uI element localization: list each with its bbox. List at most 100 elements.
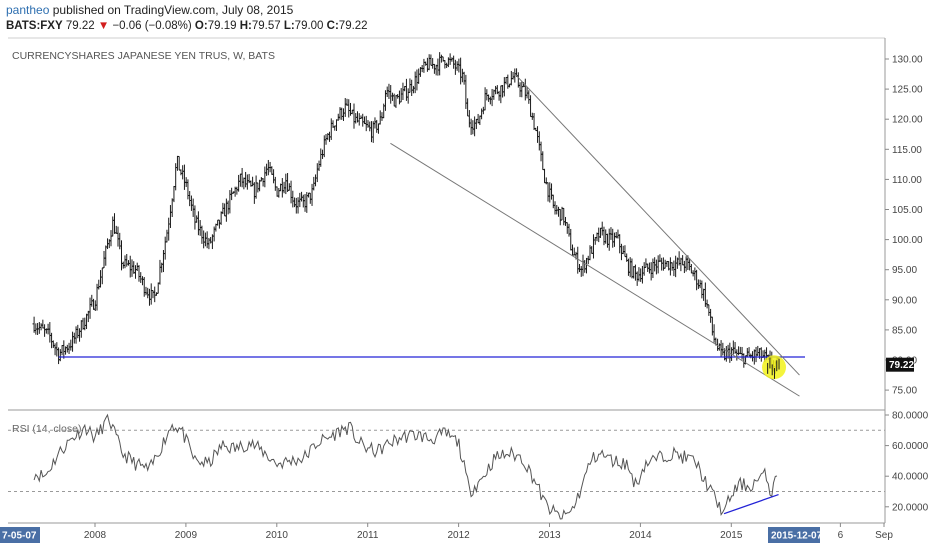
ohlc-bar — [177, 155, 181, 171]
ohlc-bar — [165, 229, 169, 243]
ohlc-bar — [660, 257, 664, 271]
ohlc-bar — [191, 198, 195, 217]
ohlc-bar — [390, 92, 395, 101]
ohlc-bar — [357, 113, 361, 126]
ohlc-bar — [630, 258, 634, 279]
ohlc-bar — [572, 247, 576, 256]
ohlc-bar — [226, 200, 230, 215]
symbol-name[interactable]: BATS:FXY — [6, 20, 63, 32]
ohlc-bar — [453, 59, 457, 75]
ohlc-bar — [277, 187, 281, 198]
rsi-divergence-line — [723, 493, 779, 515]
ohlc-bar — [39, 323, 43, 331]
ohlc-bar — [130, 259, 134, 277]
ohlc-bar — [298, 192, 302, 208]
ohlc-bar — [256, 182, 260, 193]
ohlc-bar — [481, 106, 485, 115]
ohlc-bar — [188, 191, 192, 207]
ohlc-bar — [558, 208, 562, 226]
ohlc-bar — [202, 230, 206, 249]
price-tick-label: 125.00 — [892, 85, 923, 96]
ohlc-bar — [600, 221, 604, 236]
ohlc-bar — [378, 110, 382, 125]
last-price-tag-text: 79.22 — [889, 360, 914, 371]
ohlc-bar — [205, 231, 209, 249]
ohlc-bar — [548, 182, 552, 203]
ohlc-bar — [520, 81, 524, 98]
chart-frame — [8, 37, 886, 524]
ohlc-bar — [577, 263, 582, 273]
ohlc-bar — [618, 234, 622, 254]
ohlc-bar — [632, 266, 636, 279]
ohlc-bar — [434, 64, 438, 76]
ohlc-bar — [86, 310, 90, 323]
x-tick-label: 2010 — [266, 530, 289, 541]
ohlc-bar — [263, 166, 267, 188]
ohlc-bar — [431, 58, 435, 69]
ohlc-bar — [270, 166, 274, 175]
ohlc-bar — [289, 180, 293, 204]
open-label: O: — [194, 20, 208, 32]
ohlc-bar — [702, 288, 706, 301]
ohlc-bar — [593, 237, 597, 245]
ohlc-bar — [455, 61, 459, 71]
ohlc-bar — [502, 77, 506, 97]
price-bars — [32, 52, 779, 374]
ohlc-bar — [695, 269, 699, 291]
main-chart-title: CURRENCYSHARES JAPANESE YEN TRUS, W, BAT… — [12, 50, 275, 62]
low-label: L: — [283, 20, 295, 32]
ohlc-bar — [313, 174, 318, 187]
ohlc-bar — [644, 258, 648, 268]
ohlc-bar — [296, 197, 300, 214]
ohlc-bar — [542, 168, 547, 184]
ohlc-bar — [98, 270, 103, 288]
ohlc-bar — [97, 279, 101, 290]
ohlc-bar — [182, 164, 187, 190]
ohlc-bar — [392, 93, 396, 107]
ohlc-bar — [352, 103, 356, 129]
price-y-axis: 130.00 125.00 120.00 115.00 110.00 105.00 100.… — [885, 55, 923, 397]
price-tick-label: 105.00 — [892, 205, 923, 216]
x-range-start-text: 7-05-07 — [2, 531, 37, 542]
ohlc-bar — [565, 222, 569, 234]
rsi-title: RSI (14, close) — [12, 423, 81, 435]
lower-trendline — [390, 142, 800, 397]
ohlc-bar — [142, 277, 146, 297]
x-range-end-text: 2015-12-07 — [771, 531, 823, 542]
ohlc-bar — [219, 211, 223, 225]
ohlc-bar — [478, 115, 482, 126]
ohlc-bar — [153, 286, 157, 303]
ohlc-bar — [528, 95, 533, 118]
x-tick-label: 2009 — [175, 530, 198, 541]
ohlc-bar — [51, 340, 55, 348]
ohlc-bar — [154, 292, 159, 296]
ohlc-bar — [102, 250, 106, 269]
ohlc-bar — [640, 265, 645, 284]
close-value: 79.22 — [338, 20, 368, 32]
author-name[interactable]: pantheo — [6, 3, 50, 17]
down-arrow-icon: ▼ — [97, 20, 110, 32]
price-tick-label: 85.00 — [892, 325, 917, 336]
price-tick-label: 95.00 — [892, 265, 917, 276]
last-price: 79.22 — [65, 20, 95, 32]
ohlc-bar — [217, 219, 221, 229]
ohlc-bar — [422, 58, 426, 73]
rsi-tick-label: 80.0000 — [892, 411, 929, 422]
ohlc-bar — [119, 240, 124, 271]
ohlc-bar — [181, 165, 185, 180]
high-value: 79.57 — [251, 20, 281, 32]
ohlc-bar — [91, 298, 96, 310]
ohlc-bar — [354, 113, 358, 124]
ohlc-bar — [373, 117, 377, 129]
ohlc-bar — [532, 112, 536, 131]
ohlc-bar — [591, 234, 596, 259]
x-tick-label: 2014 — [629, 530, 652, 541]
ohlc-bar — [553, 201, 557, 215]
highlight-marker — [762, 355, 787, 380]
ohlc-bar — [125, 254, 129, 267]
ohlc-bar — [242, 177, 246, 190]
ohlc-bar — [361, 113, 365, 127]
symbol-line: BATS:FXY 79.22 ▼ −0.06 (−0.08%) O:79.19 … — [6, 20, 368, 32]
ohlc-bar — [112, 213, 117, 234]
